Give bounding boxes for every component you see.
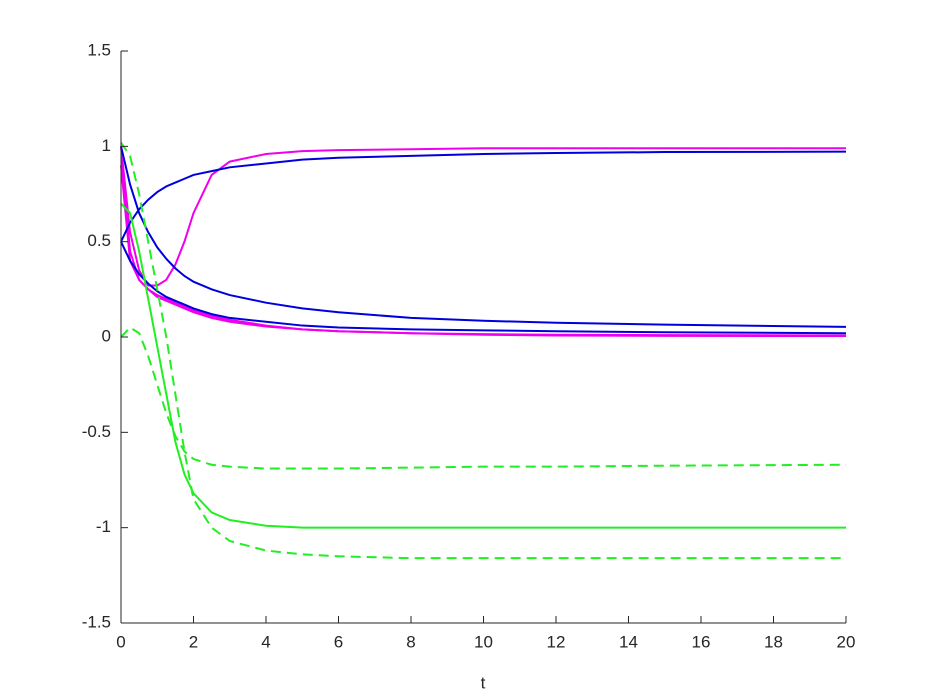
x-tick-label: 14	[619, 632, 638, 651]
x-tick-label: 10	[474, 632, 493, 651]
y-tick-label: 0.5	[87, 231, 111, 250]
line	[120, 146, 847, 328]
y-tick-label: -1	[96, 517, 111, 536]
line	[120, 241, 847, 335]
line	[120, 146, 847, 338]
x-axis-label: t	[481, 673, 486, 692]
x-tick-label: 6	[334, 632, 343, 651]
y-tick-label: -0.5	[82, 422, 111, 441]
x-tick-label: 20	[837, 632, 856, 651]
line	[120, 146, 846, 287]
x-tick-label: 4	[261, 632, 270, 651]
x-tick-label: 8	[406, 632, 415, 651]
x-tick-label: 16	[692, 632, 711, 651]
line	[120, 202, 846, 529]
y-tick-label: 1.5	[87, 40, 111, 59]
line	[120, 326, 847, 470]
line	[120, 150, 847, 243]
x-tick-label: 2	[189, 632, 198, 651]
line	[120, 141, 846, 560]
y-tick-label: -1.5	[82, 612, 111, 631]
x-tick-label: 12	[547, 632, 566, 651]
x-tick-label: 0	[116, 632, 125, 651]
y-tick-label: 1	[102, 136, 111, 155]
y-tick-label: 0	[102, 326, 111, 345]
line	[120, 165, 847, 337]
x-tick-label: 18	[764, 632, 783, 651]
